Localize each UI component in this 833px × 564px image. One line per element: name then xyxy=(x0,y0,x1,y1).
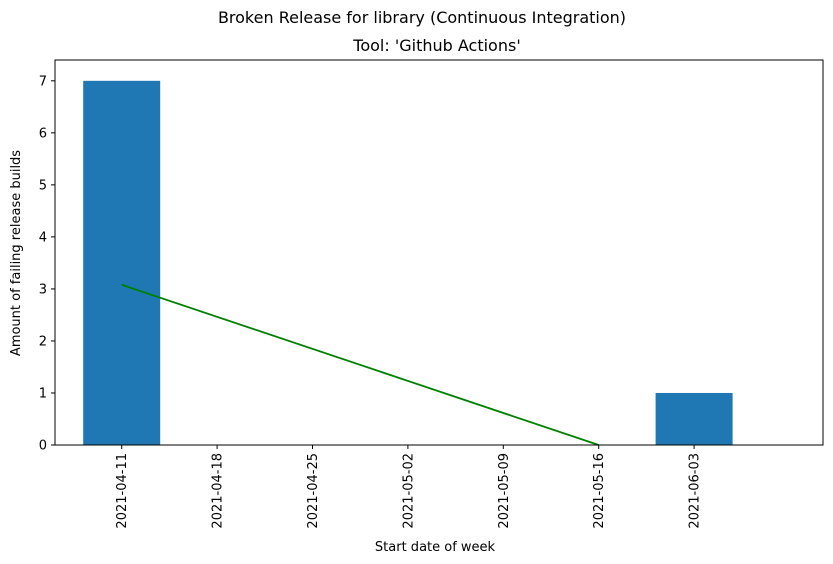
y-axis-label: Amount of failing release builds xyxy=(9,150,24,356)
x-tick-label: 2021-06-03 xyxy=(688,453,703,529)
chart-title: Broken Release for library (Continuous I… xyxy=(218,8,626,27)
x-tick-label: 2021-04-11 xyxy=(115,453,130,529)
chart-subtitle: Tool: 'Github Actions' xyxy=(352,36,520,55)
y-tick-label: 1 xyxy=(39,386,47,401)
plot-frame xyxy=(54,59,824,446)
x-tick-label: 2021-05-02 xyxy=(401,453,416,529)
y-tick-label: 7 xyxy=(39,74,47,89)
x-axis-label: Start date of week xyxy=(375,540,496,555)
trend-line xyxy=(121,283,599,446)
x-tick-label: 2021-05-09 xyxy=(497,453,512,529)
bar-2021-04-11 xyxy=(83,80,161,445)
y-tick-label: 6 xyxy=(39,126,47,141)
y-tick-label: 0 xyxy=(39,439,47,454)
y-tick-label: 3 xyxy=(39,282,47,297)
bar-2021-06-03 xyxy=(655,392,733,445)
x-tick-label: 2021-04-25 xyxy=(306,453,321,529)
y-tick-label: 2 xyxy=(39,334,47,349)
y-tick-label: 5 xyxy=(39,178,47,193)
y-tick-label: 4 xyxy=(39,230,47,245)
x-tick-label: 2021-05-16 xyxy=(592,453,607,529)
x-tick-label: 2021-04-18 xyxy=(211,453,226,529)
